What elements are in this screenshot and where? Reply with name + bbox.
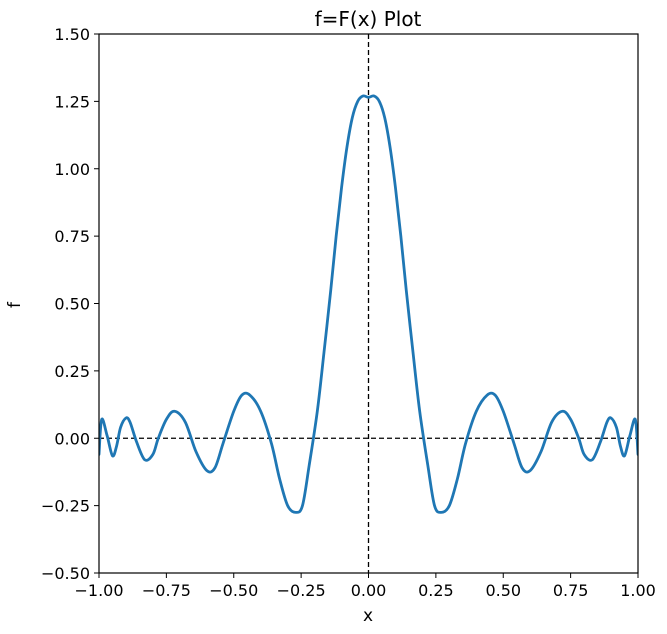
y-tick-label: 0.50 [54,295,90,314]
x-tick-label: 0.75 [553,581,589,600]
x-tick-label: −0.75 [142,581,191,600]
y-tick-label: 0.75 [54,227,90,246]
x-tick-label: 0.50 [485,581,521,600]
y-tick-label: 0.25 [54,362,90,381]
y-tick-label: 0.00 [54,429,90,448]
x-tick-label: −0.50 [209,581,258,600]
y-tick-label: 1.25 [54,92,90,111]
y-tick-label: −0.50 [41,564,90,583]
chart-title: f=F(x) Plot [315,7,422,31]
y-tick-label: 1.00 [54,160,90,179]
series-line [99,94,638,514]
x-axis-label: x [363,606,373,626]
x-tick-label: 0.00 [351,581,387,600]
x-tick-label: 1.00 [620,581,656,600]
y-tick-label: −0.25 [41,497,90,516]
y-tick-label: 1.50 [54,25,90,44]
plot-area: −1.00 −0.75 −0.50 −0.25 0.00 0.25 0.50 0.75 1.00… [41,25,656,600]
x-tick-label: 0.25 [418,581,454,600]
x-tick-label: −0.25 [277,581,326,600]
x-tick-label: −1.00 [74,581,123,600]
y-axis-label: f [5,301,25,308]
